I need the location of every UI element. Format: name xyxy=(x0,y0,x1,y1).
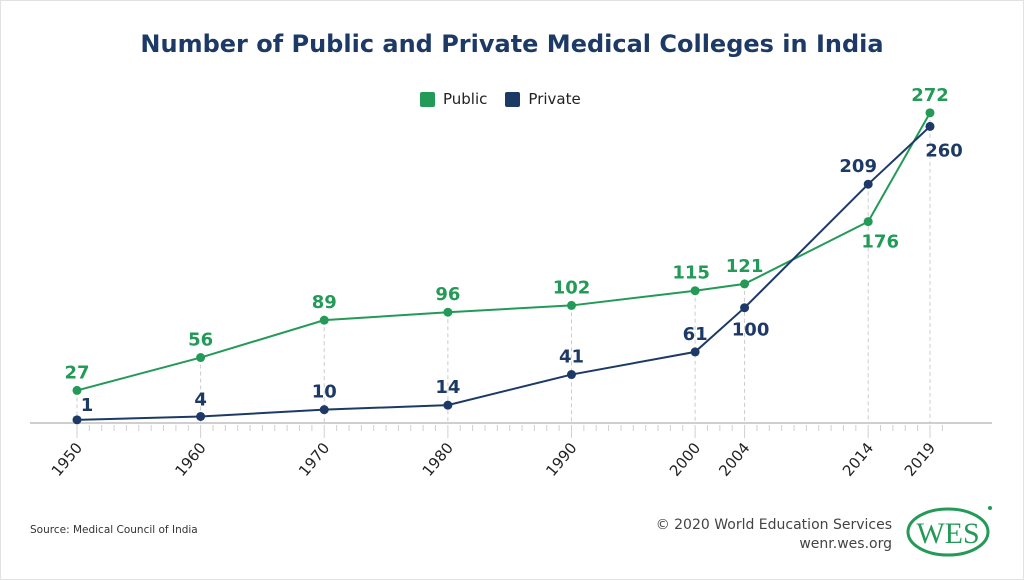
data-point-private xyxy=(925,121,935,131)
legend-item-public: Public xyxy=(420,90,487,108)
data-label-private: 41 xyxy=(559,347,584,368)
data-label-private: 10 xyxy=(312,382,337,403)
data-label-public: 89 xyxy=(312,292,337,313)
legend-swatch-private xyxy=(505,91,521,107)
x-tick-label: 2000 xyxy=(666,439,704,480)
data-point-public xyxy=(740,279,750,289)
data-point-public xyxy=(196,353,206,363)
data-point-public xyxy=(925,108,935,118)
x-tick-label: 2004 xyxy=(715,439,753,480)
data-point-private xyxy=(863,179,873,189)
legend: Public Private xyxy=(420,90,581,108)
wes-logo: WES xyxy=(906,506,992,557)
legend-label-private: Private xyxy=(528,90,581,108)
data-label-private: 61 xyxy=(683,324,708,345)
data-point-private xyxy=(740,303,750,313)
data-label-public: 272 xyxy=(911,85,949,106)
data-label-public: 96 xyxy=(435,284,460,305)
data-label-private: 100 xyxy=(732,320,770,341)
data-point-public xyxy=(690,286,700,296)
x-tick-label: 1960 xyxy=(171,439,209,480)
data-label-public: 56 xyxy=(188,330,213,351)
svg-text:WES: WES xyxy=(916,517,979,550)
x-tick-label: 2019 xyxy=(901,439,939,480)
data-point-public xyxy=(443,307,453,317)
data-label-public: 102 xyxy=(553,277,591,298)
data-point-public xyxy=(319,315,329,325)
x-tick-label: 1990 xyxy=(542,439,580,480)
x-tick-label: 1980 xyxy=(419,439,457,480)
x-tick-label: 2014 xyxy=(839,439,877,480)
credit: © 2020 World Education Services wenr.wes… xyxy=(656,516,892,554)
copyright: © 2020 World Education Services xyxy=(655,517,892,533)
x-tick-label: 1950 xyxy=(48,439,86,480)
series-line-private xyxy=(76,125,931,421)
data-label-public: 115 xyxy=(672,263,710,284)
data-label-public: 121 xyxy=(726,256,764,277)
data-point-private xyxy=(72,415,82,425)
data-point-private xyxy=(566,370,576,380)
data-label-private: 1 xyxy=(81,395,94,416)
data-label-public: 27 xyxy=(64,362,89,383)
data-point-public xyxy=(863,217,873,227)
data-label-private: 260 xyxy=(925,140,963,161)
source-note: Source: Medical Council of India xyxy=(30,524,198,536)
data-point-private xyxy=(319,405,329,415)
website: wenr.wes.org xyxy=(799,536,892,552)
data-point-private xyxy=(690,347,700,357)
data-point-public xyxy=(72,385,82,395)
legend-item-private: Private xyxy=(505,90,581,108)
data-label-private: 209 xyxy=(839,156,877,177)
data-point-private xyxy=(196,411,206,421)
chart-title: Number of Public and Private Medical Col… xyxy=(140,30,884,58)
legend-swatch-public xyxy=(420,91,435,107)
legend-label-public: Public xyxy=(443,90,488,108)
data-point-private xyxy=(443,400,453,410)
x-tick-label: 1970 xyxy=(295,439,333,480)
data-label-private: 4 xyxy=(194,389,207,410)
data-label-private: 14 xyxy=(435,377,460,398)
data-label-public: 176 xyxy=(861,232,899,253)
data-point-public xyxy=(566,300,576,310)
